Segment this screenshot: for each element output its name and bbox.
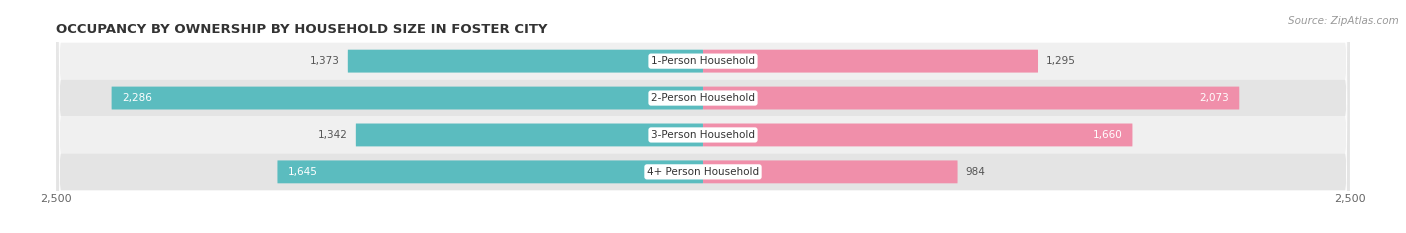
Text: 2,286: 2,286 xyxy=(122,93,152,103)
FancyBboxPatch shape xyxy=(56,0,1350,233)
Text: 1,660: 1,660 xyxy=(1092,130,1122,140)
Text: Source: ZipAtlas.com: Source: ZipAtlas.com xyxy=(1288,16,1399,26)
Text: OCCUPANCY BY OWNERSHIP BY HOUSEHOLD SIZE IN FOSTER CITY: OCCUPANCY BY OWNERSHIP BY HOUSEHOLD SIZE… xyxy=(56,23,548,36)
FancyBboxPatch shape xyxy=(356,123,703,146)
FancyBboxPatch shape xyxy=(703,123,1132,146)
FancyBboxPatch shape xyxy=(703,50,1038,72)
Text: 2,073: 2,073 xyxy=(1199,93,1229,103)
FancyBboxPatch shape xyxy=(347,50,703,72)
FancyBboxPatch shape xyxy=(703,87,1239,110)
Text: 3-Person Household: 3-Person Household xyxy=(651,130,755,140)
Text: 1,342: 1,342 xyxy=(318,130,349,140)
Text: 1,373: 1,373 xyxy=(311,56,340,66)
FancyBboxPatch shape xyxy=(111,87,703,110)
Text: 1-Person Household: 1-Person Household xyxy=(651,56,755,66)
FancyBboxPatch shape xyxy=(56,0,1350,233)
FancyBboxPatch shape xyxy=(56,0,1350,233)
FancyBboxPatch shape xyxy=(56,0,1350,233)
Text: 4+ Person Household: 4+ Person Household xyxy=(647,167,759,177)
FancyBboxPatch shape xyxy=(277,161,703,183)
Text: 984: 984 xyxy=(966,167,986,177)
Text: 1,645: 1,645 xyxy=(288,167,318,177)
Text: 1,295: 1,295 xyxy=(1046,56,1076,66)
FancyBboxPatch shape xyxy=(703,161,957,183)
Text: 2-Person Household: 2-Person Household xyxy=(651,93,755,103)
